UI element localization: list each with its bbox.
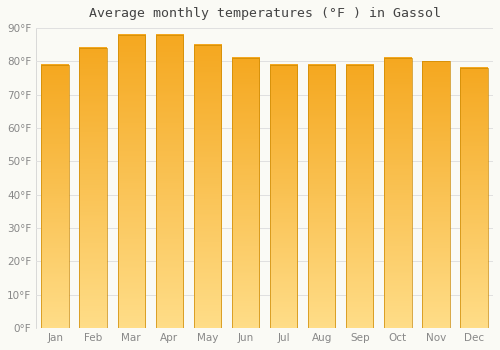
Bar xyxy=(422,61,450,328)
Bar xyxy=(232,58,259,328)
Bar xyxy=(118,35,145,328)
Bar xyxy=(346,65,374,328)
Bar xyxy=(460,68,487,328)
Bar xyxy=(80,48,107,328)
Bar xyxy=(194,45,221,328)
Bar xyxy=(156,35,183,328)
Title: Average monthly temperatures (°F ) in Gassol: Average monthly temperatures (°F ) in Ga… xyxy=(88,7,440,20)
Bar xyxy=(384,58,411,328)
Bar xyxy=(270,65,297,328)
Bar xyxy=(42,65,69,328)
Bar xyxy=(308,65,336,328)
